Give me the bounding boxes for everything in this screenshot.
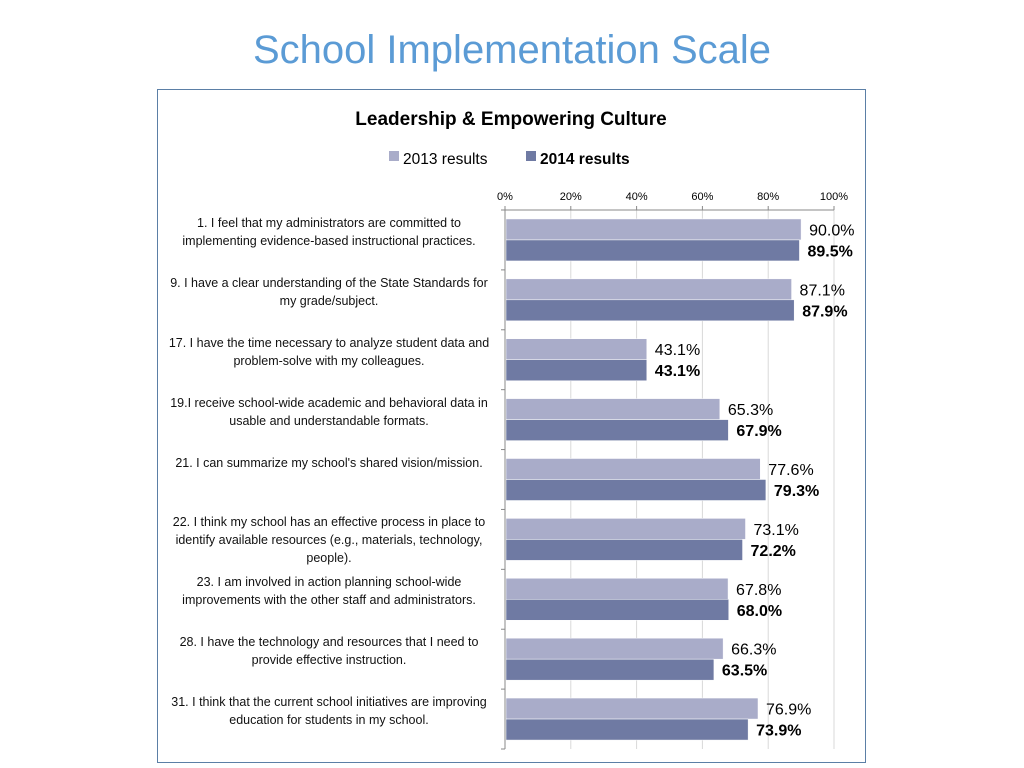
data-label-s1-1: 90.0% xyxy=(809,222,854,239)
data-label-s2-6: 72.2% xyxy=(751,543,796,560)
data-label-s1-4: 65.3% xyxy=(728,402,773,419)
x-tick-label-3: 60% xyxy=(691,191,713,203)
category-label-7: 23. I am involved in action planning sch… xyxy=(182,575,476,608)
x-tick-label-0: 0% xyxy=(497,191,513,203)
x-tick-label-2: 40% xyxy=(626,191,648,203)
bar-s1-2 xyxy=(505,278,792,301)
legend-label-2: 2014 results xyxy=(540,151,630,168)
bar-s1-6 xyxy=(505,518,746,540)
chart-title: Leadership & Empowering Culture xyxy=(355,109,666,130)
bar-s2-4 xyxy=(505,419,729,441)
x-tick-label-5: 100% xyxy=(820,191,848,203)
data-label-s1-6: 73.1% xyxy=(753,522,798,539)
bar-s2-1 xyxy=(505,239,800,262)
data-label-s2-2: 87.9% xyxy=(802,303,847,320)
data-label-s2-9: 73.9% xyxy=(756,723,801,740)
bar-s1-4 xyxy=(505,398,721,420)
bar-s2-8 xyxy=(505,658,715,681)
bar-s2-9 xyxy=(505,718,749,741)
data-label-s2-7: 68.0% xyxy=(737,603,782,620)
bar-s2-7 xyxy=(505,599,729,621)
x-tick-label-4: 80% xyxy=(757,191,779,203)
category-label-8: 28. I have the technology and resources … xyxy=(179,635,479,668)
legend-swatch-2 xyxy=(526,151,536,161)
data-label-s1-3: 43.1% xyxy=(655,342,700,359)
legend-label-1: 2013 results xyxy=(403,151,488,168)
category-label-5: 21. I can summarize my school's shared v… xyxy=(175,455,483,470)
legend-swatch-1 xyxy=(389,151,399,161)
data-label-s1-2: 87.1% xyxy=(800,282,845,299)
bar-s2-6 xyxy=(505,539,743,561)
bar-s2-2 xyxy=(505,299,795,322)
data-label-s2-4: 67.9% xyxy=(736,423,781,440)
bar-s1-3 xyxy=(505,338,648,360)
data-label-s2-8: 63.5% xyxy=(722,663,767,680)
category-label-3: 17. I have the time necessary to analyze… xyxy=(168,335,490,368)
category-label-2: 9. I have a clear understanding of the S… xyxy=(170,275,488,308)
bar-s2-5 xyxy=(505,479,767,501)
data-label-s2-5: 79.3% xyxy=(774,483,819,500)
bar-s1-8 xyxy=(505,637,724,660)
category-label-4: 19.I receive school-wide academic and be… xyxy=(170,395,488,428)
bar-chart: Leadership & Empowering Culture 2013 resu… xyxy=(355,109,854,750)
category-label-1: 1. I feel that my administrators are com… xyxy=(182,216,476,248)
data-label-s2-3: 43.1% xyxy=(655,363,700,380)
category-label-9: 31. I think that the current school init… xyxy=(171,695,487,728)
data-label-s1-8: 66.3% xyxy=(731,642,776,659)
data-label-s1-9: 76.9% xyxy=(766,702,811,719)
bar-s2-3 xyxy=(505,359,648,381)
bar-s1-5 xyxy=(505,458,761,480)
data-label-s2-1: 89.5% xyxy=(807,243,852,260)
data-label-s1-7: 67.8% xyxy=(736,582,781,599)
x-tick-label-1: 20% xyxy=(560,191,582,203)
bar-s1-1 xyxy=(505,218,802,241)
data-label-s1-5: 77.6% xyxy=(768,462,813,479)
bar-s1-9 xyxy=(505,697,759,720)
slide-title: School Implementation Scale xyxy=(252,28,772,72)
bar-s1-7 xyxy=(505,578,729,600)
category-label-6: 22. I think my school has an effective p… xyxy=(172,515,486,566)
